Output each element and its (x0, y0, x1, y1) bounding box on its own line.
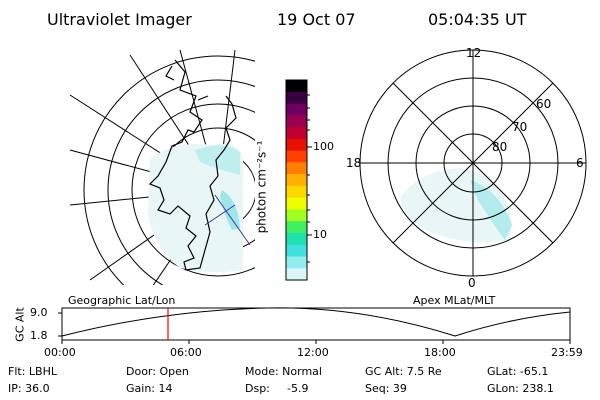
timeline-xtick-0600: 06:00 (170, 346, 202, 359)
ip-status: IP: 36.0 (8, 382, 50, 395)
mode-status: Mode: Normal (245, 365, 322, 378)
mlt-18-label: 18 (346, 156, 362, 170)
timeline-ytick-1-8: 1.8 (30, 329, 48, 342)
colorbar-tick-10: 10 (313, 228, 327, 241)
geographic-map (69, 49, 255, 285)
date-label: 19 Oct 07 (277, 10, 356, 29)
filter-status: Flt: LBHL (8, 365, 57, 378)
colorbar-segment (286, 232, 307, 246)
colorbar-segment (286, 115, 307, 128)
instrument-title: Ultraviolet Imager (47, 10, 192, 29)
timeline-xtick-1800: 18:00 (424, 346, 456, 359)
timeline-xtick-2359: 23:59 (551, 346, 583, 359)
altitude-timeline (58, 307, 571, 344)
colorbar-segment (286, 197, 307, 211)
mlt-12-label: 12 (466, 46, 482, 60)
colorbar-segment (286, 138, 307, 152)
colorbar-segment (286, 80, 307, 93)
glat-status: GLat: -65.1 (487, 365, 549, 378)
colorbar-segment (286, 162, 307, 175)
mlat-80-label: 80 (492, 140, 508, 154)
gain-status: Gain: 14 (126, 382, 173, 395)
colorbar-segment (286, 91, 307, 105)
timeline-xtick-0000: 00:00 (44, 346, 76, 359)
colorbar-tick-100: 100 (313, 140, 334, 153)
mlat-60-label: 60 (536, 97, 552, 111)
colorbar-segment (286, 103, 307, 116)
glon-status: GLon: 238.1 (487, 382, 554, 395)
colorbar-segment (286, 221, 307, 234)
apex-panel-label: Apex MLat/MLT (413, 294, 496, 307)
colorbar-segment (286, 268, 307, 281)
timeline-xtick-1200: 12:00 (297, 346, 329, 359)
colorbar-segment (286, 256, 307, 269)
gc-alt-status: GC Alt: 7.5 Re (365, 365, 442, 378)
colorbar-unit-label: photon cm⁻²s⁻¹ (254, 140, 269, 234)
colorbar-segment (286, 174, 307, 187)
mlt-0-label: 0 (468, 276, 476, 290)
mlat-70-label: 70 (512, 120, 528, 134)
time-label: 05:04:35 UT (428, 10, 527, 29)
mlt-6-label: 6 (576, 156, 584, 170)
apex-polar-plot (359, 49, 587, 277)
seq-status: Seq: 39 (365, 382, 407, 395)
timeline-y-label: GC Alt (13, 307, 27, 342)
door-status: Door: Open (126, 365, 189, 378)
geo-panel-label: Geographic Lat/Lon (68, 294, 176, 307)
colorbar (286, 80, 307, 281)
geo-aurora (148, 144, 243, 273)
coastline (148, 59, 237, 271)
dsp-status-value: -5.9 (287, 382, 309, 395)
timeline-ytick-9: 9.0 (30, 306, 48, 319)
colorbar-segment (286, 127, 307, 140)
colorbar-segment (286, 209, 307, 222)
dsp-status-label: Dsp: (245, 382, 270, 395)
colorbar-segment (286, 150, 307, 163)
apex-aurora (400, 168, 512, 243)
colorbar-segment (286, 185, 307, 199)
colorbar-segment (286, 244, 307, 258)
